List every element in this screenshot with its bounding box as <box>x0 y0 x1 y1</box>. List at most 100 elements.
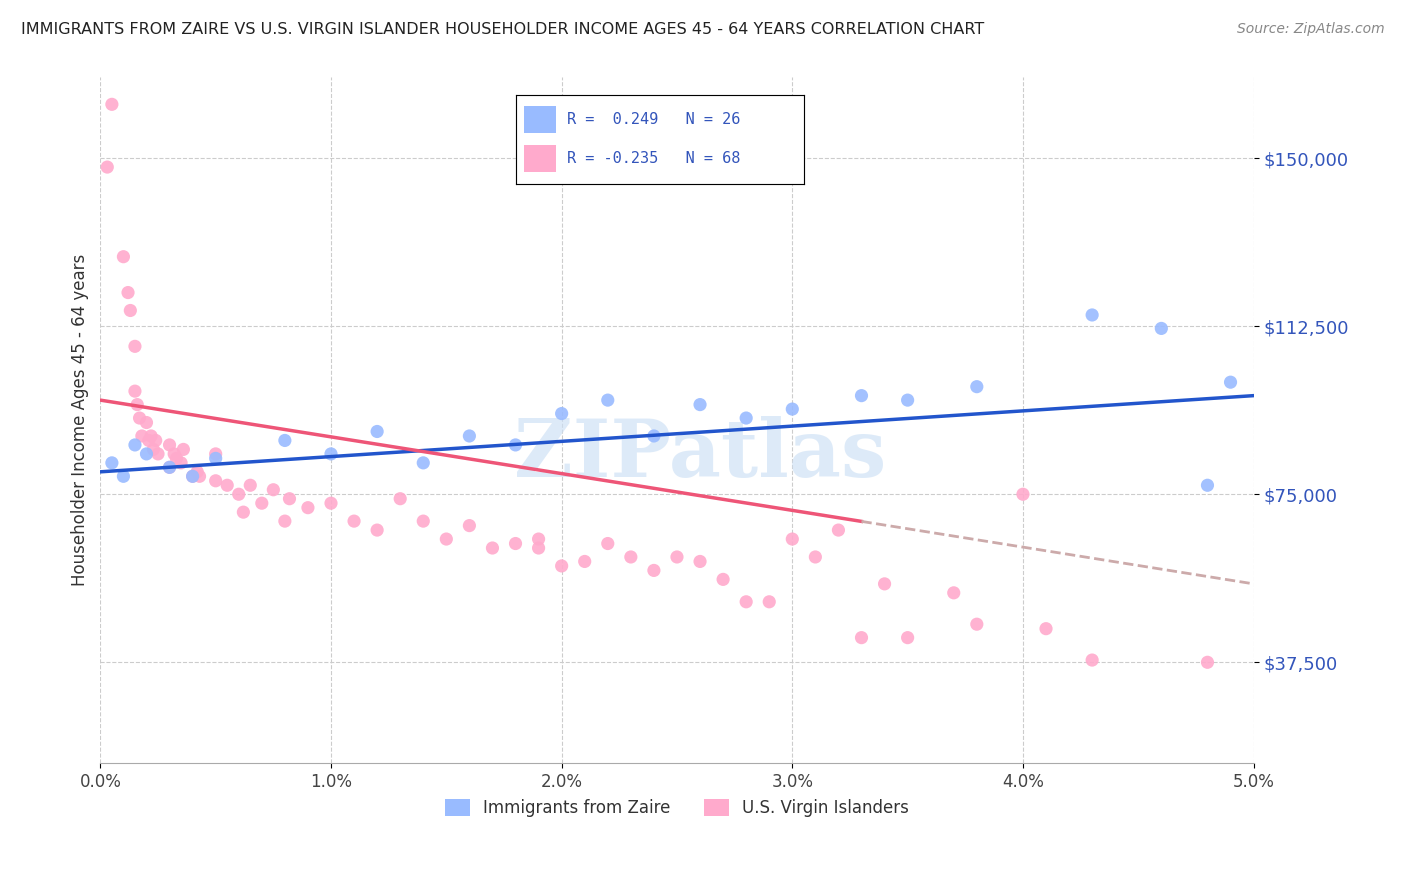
Point <box>735 411 758 425</box>
Point <box>412 514 434 528</box>
Point <box>262 483 284 497</box>
Point <box>851 389 873 403</box>
Point <box>250 496 273 510</box>
Point <box>170 456 193 470</box>
Point <box>117 285 139 300</box>
Point <box>319 496 342 510</box>
Point <box>596 393 619 408</box>
Point <box>135 447 157 461</box>
Point <box>804 549 827 564</box>
Point <box>458 429 481 443</box>
Point <box>239 478 262 492</box>
Point <box>527 541 550 555</box>
Legend: Immigrants from Zaire, U.S. Virgin Islanders: Immigrants from Zaire, U.S. Virgin Islan… <box>439 792 915 823</box>
Point <box>181 469 204 483</box>
Point <box>124 339 146 353</box>
Point <box>643 563 665 577</box>
Point <box>139 429 162 443</box>
Point <box>966 379 988 393</box>
Point <box>782 532 804 546</box>
Point <box>145 434 167 448</box>
Point <box>112 250 135 264</box>
Point <box>101 97 124 112</box>
Point <box>505 438 527 452</box>
Point <box>897 393 920 408</box>
Point <box>1197 655 1219 669</box>
Point <box>343 514 366 528</box>
Point <box>138 434 160 448</box>
Point <box>172 442 194 457</box>
Text: Source: ZipAtlas.com: Source: ZipAtlas.com <box>1237 22 1385 37</box>
Point <box>124 438 146 452</box>
Point <box>505 536 527 550</box>
Point <box>131 429 153 443</box>
Point <box>128 411 150 425</box>
Point <box>366 523 388 537</box>
Point <box>1012 487 1035 501</box>
Point <box>527 532 550 546</box>
Text: IMMIGRANTS FROM ZAIRE VS U.S. VIRGIN ISLANDER HOUSEHOLDER INCOME AGES 45 - 64 YE: IMMIGRANTS FROM ZAIRE VS U.S. VIRGIN ISL… <box>21 22 984 37</box>
Point <box>96 160 118 174</box>
Point <box>188 469 211 483</box>
Point <box>204 447 226 461</box>
Point <box>897 631 920 645</box>
Point <box>1150 321 1173 335</box>
Point <box>966 617 988 632</box>
Point <box>274 514 297 528</box>
Point <box>1035 622 1057 636</box>
Point <box>873 577 896 591</box>
Point <box>297 500 319 515</box>
Point <box>434 532 457 546</box>
Point <box>101 456 124 470</box>
Point <box>481 541 503 555</box>
Point <box>124 384 146 399</box>
Point <box>689 398 711 412</box>
Point <box>550 558 572 573</box>
Point <box>827 523 849 537</box>
Point <box>758 595 780 609</box>
Point <box>274 434 297 448</box>
Point <box>735 595 758 609</box>
Point <box>204 474 226 488</box>
Point <box>1197 478 1219 492</box>
Point <box>159 460 181 475</box>
Text: ZIPatlas: ZIPatlas <box>515 416 886 493</box>
Point <box>204 451 226 466</box>
Point <box>942 586 965 600</box>
Point <box>159 438 181 452</box>
Point <box>689 554 711 568</box>
Point <box>711 573 734 587</box>
Point <box>159 460 181 475</box>
Point <box>127 398 149 412</box>
Point <box>1081 653 1104 667</box>
Point <box>1219 375 1241 389</box>
Point <box>665 549 688 564</box>
Point <box>181 469 204 483</box>
Point <box>186 465 208 479</box>
Point <box>643 429 665 443</box>
Point <box>232 505 254 519</box>
Point <box>163 447 186 461</box>
Point <box>166 451 188 466</box>
Point <box>146 447 169 461</box>
Point <box>782 402 804 417</box>
Point <box>112 469 135 483</box>
Point <box>366 425 388 439</box>
Point <box>135 416 157 430</box>
Point <box>550 407 572 421</box>
Point <box>389 491 412 506</box>
Point <box>217 478 239 492</box>
Point <box>1081 308 1104 322</box>
Point <box>620 549 643 564</box>
Point <box>228 487 250 501</box>
Point <box>851 631 873 645</box>
Point <box>319 447 342 461</box>
Y-axis label: Householder Income Ages 45 - 64 years: Householder Income Ages 45 - 64 years <box>72 254 89 586</box>
Point <box>278 491 301 506</box>
Point <box>120 303 142 318</box>
Point <box>142 442 165 457</box>
Point <box>596 536 619 550</box>
Point <box>458 518 481 533</box>
Point <box>574 554 596 568</box>
Point <box>412 456 434 470</box>
